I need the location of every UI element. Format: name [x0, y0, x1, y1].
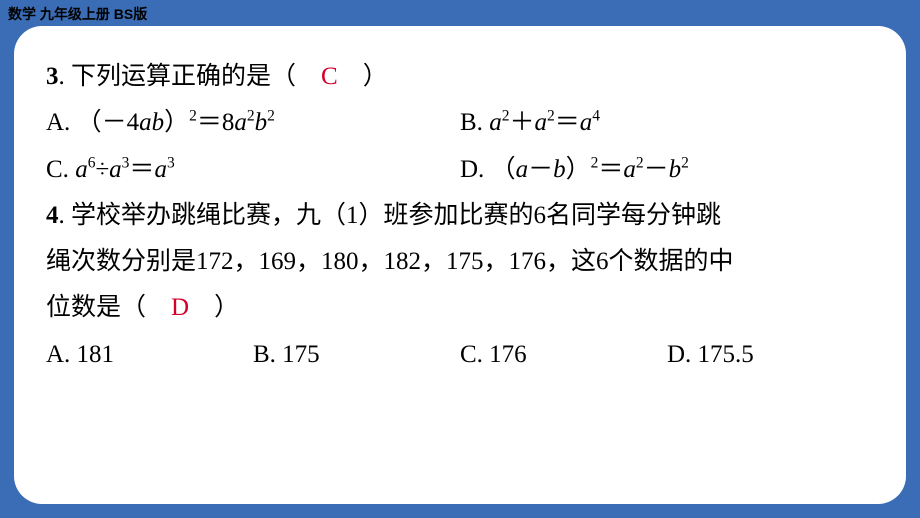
q3a-re1: 2	[247, 108, 255, 125]
q3c-rv: a	[154, 156, 167, 183]
q4-answer: D	[171, 294, 189, 321]
q3a-coef: 4	[127, 109, 140, 136]
q3-stem: 3. 下列运算正确的是（ C ）	[46, 54, 874, 100]
q3a-v2: b	[152, 109, 165, 136]
q3-answer: C	[321, 63, 338, 90]
q3b-rv: a	[580, 109, 593, 136]
q3c-label: C.	[46, 156, 75, 183]
q3b-label: B.	[460, 109, 489, 136]
q3d-re1: 2	[636, 154, 644, 171]
q3a-rcoef: 8	[222, 109, 235, 136]
q3d-rop: －	[644, 156, 669, 183]
q3-options-row1: A. （－4ab）2＝8a2b2 B. a2＋a2＝a4	[46, 100, 874, 146]
q3a-label: A.	[46, 109, 77, 136]
q4-option-c: C. 176	[460, 332, 667, 378]
q4-line1-text: . 学校举办跳绳比赛，九（1）班参加比赛的6名同学每分钟跳	[59, 202, 722, 229]
q3a-neg: －	[102, 109, 127, 136]
page-header: 数学 九年级上册 BS版	[8, 4, 147, 24]
q4-options-row: A. 181 B. 175 C. 176 D. 175.5	[46, 332, 874, 378]
q3d-rp: ）	[566, 156, 591, 183]
q4-line1: 4. 学校举办跳绳比赛，九（1）班参加比赛的6名同学每分钟跳	[46, 193, 874, 239]
q3b-t2e: 2	[547, 108, 555, 125]
q3d-op: －	[528, 156, 553, 183]
q4-line2: 绳次数分别是172，169，180，182，175，176，这6个数据的中	[46, 239, 874, 285]
q3b-op: ＋	[509, 109, 534, 136]
q3d-rv1: a	[623, 156, 636, 183]
q3-options-row2: C. a6÷a3＝a3 D. （a－b）2＝a2－b2	[46, 147, 874, 193]
q3a-rv1: a	[234, 109, 247, 136]
q3b-eq: ＝	[555, 109, 580, 136]
q3-stem-suffix: ）	[338, 63, 388, 90]
q3a-re2: 2	[267, 108, 275, 125]
q3c-t2v: a	[109, 156, 122, 183]
q4-line3-suffix: ）	[189, 294, 239, 321]
q4-option-b: B. 175	[253, 332, 460, 378]
q3-option-c: C. a6÷a3＝a3	[46, 147, 460, 193]
q3c-t1v: a	[75, 156, 88, 183]
q3d-label: D.	[460, 156, 491, 183]
q4-line3: 位数是（ D ）	[46, 285, 874, 331]
q3b-t1v: a	[489, 109, 502, 136]
q3-option-b: B. a2＋a2＝a4	[460, 100, 874, 146]
q3d-v1: a	[516, 156, 529, 183]
q4-option-a: A. 181	[46, 332, 253, 378]
q3-option-d: D. （a－b）2＝a2－b2	[460, 147, 874, 193]
q3a-rp: ）	[164, 109, 189, 136]
q3a-eq: ＝	[197, 109, 222, 136]
q4-number: 4	[46, 202, 59, 229]
q3d-rv2: b	[669, 156, 682, 183]
q3b-t2v: a	[534, 109, 547, 136]
q4-line3-prefix: 位数是（	[46, 294, 171, 321]
q3a-lp: （	[77, 109, 102, 136]
content-card: 3. 下列运算正确的是（ C ） A. （－4ab）2＝8a2b2 B. a2＋…	[14, 26, 906, 504]
q4-option-d: D. 175.5	[667, 332, 874, 378]
q3d-v2: b	[553, 156, 566, 183]
q3c-eq: ＝	[129, 156, 154, 183]
q3a-oexp: 2	[189, 108, 197, 125]
q3-number: 3	[46, 63, 59, 90]
q3b-re: 4	[592, 108, 600, 125]
q3d-re2: 2	[681, 154, 689, 171]
q3-option-a: A. （－4ab）2＝8a2b2	[46, 100, 460, 146]
q3d-lp: （	[491, 156, 516, 183]
q3d-eq: ＝	[598, 156, 623, 183]
q3a-rv2: b	[255, 109, 268, 136]
q3-stem-prefix: . 下列运算正确的是（	[59, 63, 322, 90]
q3c-re: 3	[167, 154, 175, 171]
q3c-op: ÷	[95, 156, 109, 183]
q3a-v1: a	[139, 109, 152, 136]
